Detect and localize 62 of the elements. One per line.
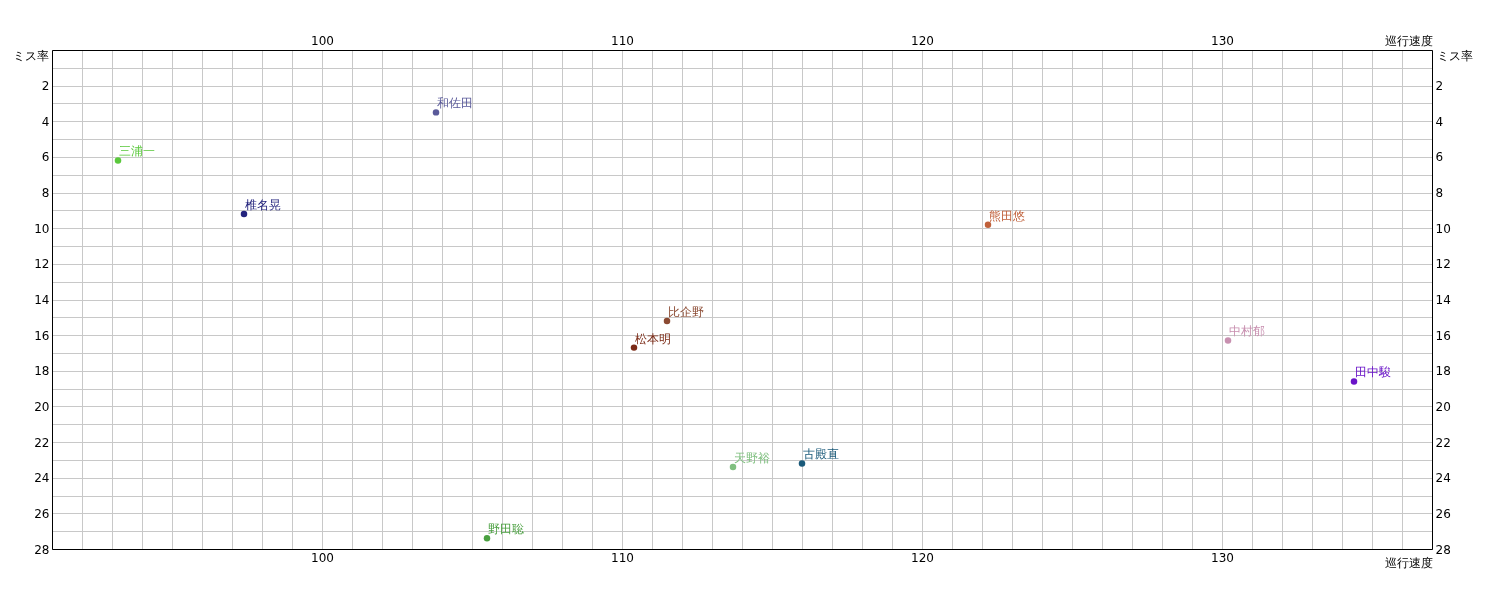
- y2-tick-label: 18: [1435, 364, 1451, 379]
- x2-axis-title: 巡行速度: [1384, 33, 1433, 48]
- y2-axis-title: ミス率: [1436, 48, 1473, 63]
- y-tick-label: 16: [34, 328, 50, 343]
- point: [984, 221, 992, 228]
- y2-tick-label: 12: [1435, 257, 1451, 272]
- point: [1350, 378, 1358, 385]
- y-tick-label: 10: [34, 221, 50, 236]
- series-label: 野田聡: [488, 522, 524, 537]
- series-label: 天野裕: [734, 451, 770, 466]
- y-tick-label: 4: [41, 114, 50, 129]
- point: [432, 109, 440, 116]
- series-label: 熊田悠: [989, 208, 1025, 223]
- x-tick-label: 120: [911, 550, 934, 565]
- y2-tick-label: 22: [1435, 435, 1451, 450]
- point: [1224, 337, 1232, 344]
- y2-tick-label: 8: [1435, 186, 1444, 201]
- x2-tick-label: 100: [311, 33, 334, 48]
- y-tick-label: 22: [34, 435, 50, 450]
- x2-tick-label: 130: [1211, 33, 1234, 48]
- x-tick-label: 130: [1211, 550, 1234, 565]
- point: [114, 157, 122, 164]
- series-label: 三浦一: [119, 144, 155, 159]
- y-tick-label: 8: [41, 186, 50, 201]
- y2-tick-label: 10: [1435, 221, 1451, 236]
- series-label: 松本明: [635, 331, 671, 346]
- point: [483, 535, 491, 542]
- x-tick-label: 100: [311, 550, 334, 565]
- y2-tick-label: 6: [1435, 150, 1444, 165]
- x2-tick-label: 120: [911, 33, 934, 48]
- y-tick-label: 2: [41, 79, 50, 94]
- series-label: 古殿直: [803, 447, 839, 462]
- y2-tick-label: 26: [1435, 506, 1451, 521]
- x-tick-label: 110: [611, 550, 634, 565]
- y-tick-label: 20: [34, 399, 50, 414]
- y-tick-label: 28: [34, 542, 50, 557]
- point: [630, 344, 638, 351]
- y2-tick-label: 14: [1435, 293, 1451, 307]
- point: [798, 460, 806, 467]
- y2-tick-label: 4: [1435, 114, 1444, 129]
- series-label: 中村郁: [1229, 324, 1265, 339]
- series-label: 田中駿: [1355, 365, 1391, 380]
- point: [663, 317, 671, 325]
- series-label: 比企野: [668, 304, 704, 319]
- y-tick-label: 18: [34, 364, 50, 379]
- x-axis-title: 巡行速度: [1384, 555, 1433, 570]
- y2-tick-label: 28: [1435, 542, 1451, 557]
- y-tick-label: 14: [34, 293, 50, 307]
- y2-tick-label: 2: [1435, 79, 1444, 94]
- y2-tick-label: 20: [1435, 399, 1451, 414]
- point: [729, 463, 737, 471]
- series-label: 和佐田: [437, 96, 473, 111]
- series-label: 椎名晃: [245, 197, 281, 212]
- point: [240, 210, 248, 218]
- y-axis-title: ミス率: [12, 48, 49, 63]
- y-tick-label: 24: [34, 471, 50, 486]
- y-tick-label: 26: [34, 506, 50, 521]
- y2-tick-label: 16: [1435, 328, 1451, 343]
- y2-tick-label: 24: [1435, 471, 1451, 486]
- y-tick-label: 12: [34, 257, 50, 272]
- y-tick-label: 6: [41, 150, 50, 165]
- x2-tick-label: 110: [611, 33, 634, 48]
